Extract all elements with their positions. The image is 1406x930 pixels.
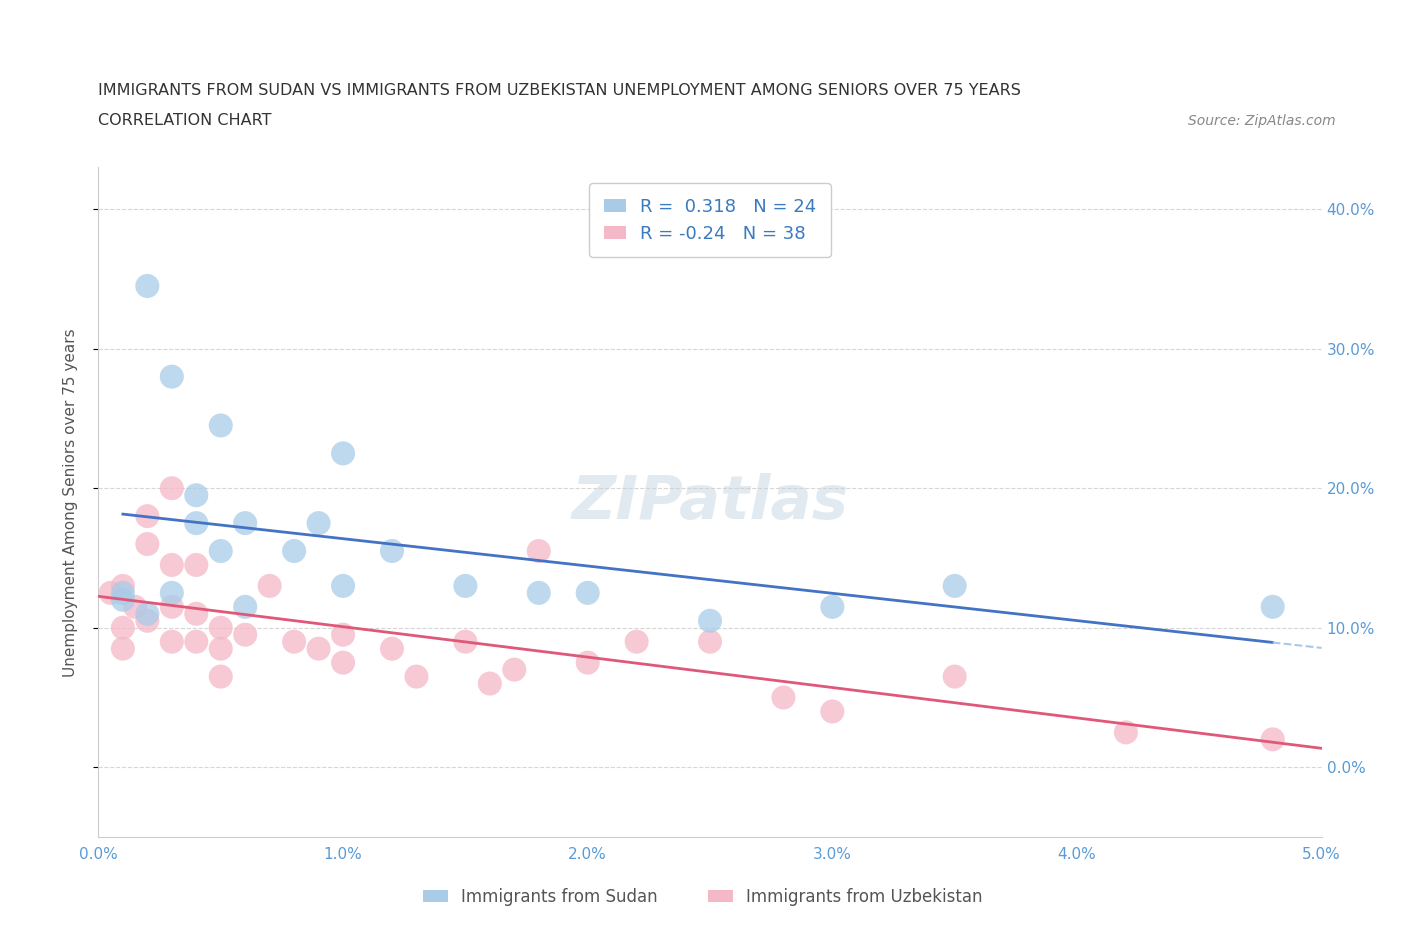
Point (332, 578, 354, 593)
Point (772, 690, 794, 705)
Point (160, 634, 183, 649)
Point (332, 628, 354, 643)
Text: IMMIGRANTS FROM SUDAN VS IMMIGRANTS FROM UZBEKISTAN UNEMPLOYMENT AMONG SENIORS O: IMMIGRANTS FROM SUDAN VS IMMIGRANTS FROM… (98, 83, 1021, 98)
Point (576, 586, 599, 601)
Point (209, 620, 232, 635)
Point (626, 634, 648, 649)
Point (943, 578, 966, 593)
Point (186, 516, 208, 531)
Point (576, 656, 599, 671)
Point (136, 606, 159, 621)
Text: CORRELATION CHART: CORRELATION CHART (98, 113, 271, 128)
Point (233, 628, 256, 643)
Point (160, 481, 183, 496)
Point (136, 537, 159, 551)
Point (209, 543, 232, 558)
Text: ZIPatlas: ZIPatlas (571, 472, 849, 532)
Point (332, 446, 354, 461)
Point (111, 586, 134, 601)
Point (160, 600, 183, 615)
Point (308, 516, 330, 531)
Point (100, 586, 122, 601)
Point (943, 670, 966, 684)
Text: Source: ZipAtlas.com: Source: ZipAtlas.com (1188, 114, 1336, 128)
Point (124, 600, 146, 615)
Point (209, 642, 232, 657)
Point (209, 418, 232, 433)
Point (136, 509, 159, 524)
Point (160, 558, 183, 573)
Legend: R =  0.318   N = 24, R = -0.24   N = 38: R = 0.318 N = 24, R = -0.24 N = 38 (589, 183, 831, 257)
Point (160, 369, 183, 384)
Point (332, 656, 354, 671)
Point (1261, 732, 1284, 747)
Point (111, 642, 134, 657)
Point (454, 634, 477, 649)
Point (111, 578, 134, 593)
Point (527, 543, 550, 558)
Point (454, 578, 477, 593)
Point (381, 543, 404, 558)
Point (1115, 725, 1137, 740)
Point (111, 592, 134, 607)
Point (186, 488, 208, 503)
Point (699, 614, 721, 629)
Y-axis label: Unemployment Among Seniors over 75 years: Unemployment Among Seniors over 75 years (63, 328, 77, 676)
Point (186, 558, 208, 573)
Point (821, 704, 844, 719)
Point (478, 676, 501, 691)
Point (527, 586, 550, 601)
Point (136, 614, 159, 629)
Point (186, 634, 208, 649)
Point (283, 634, 305, 649)
Point (136, 279, 159, 294)
Point (259, 578, 281, 593)
Point (699, 634, 721, 649)
Point (821, 600, 844, 615)
Point (186, 606, 208, 621)
Point (233, 516, 256, 531)
Point (503, 662, 526, 677)
Point (283, 543, 305, 558)
Point (1261, 600, 1284, 615)
Point (209, 670, 232, 684)
Point (308, 642, 330, 657)
Legend: Immigrants from Sudan, Immigrants from Uzbekistan: Immigrants from Sudan, Immigrants from U… (416, 881, 990, 912)
Point (160, 586, 183, 601)
Point (233, 600, 256, 615)
Point (111, 620, 134, 635)
Point (405, 670, 427, 684)
Point (381, 642, 404, 657)
